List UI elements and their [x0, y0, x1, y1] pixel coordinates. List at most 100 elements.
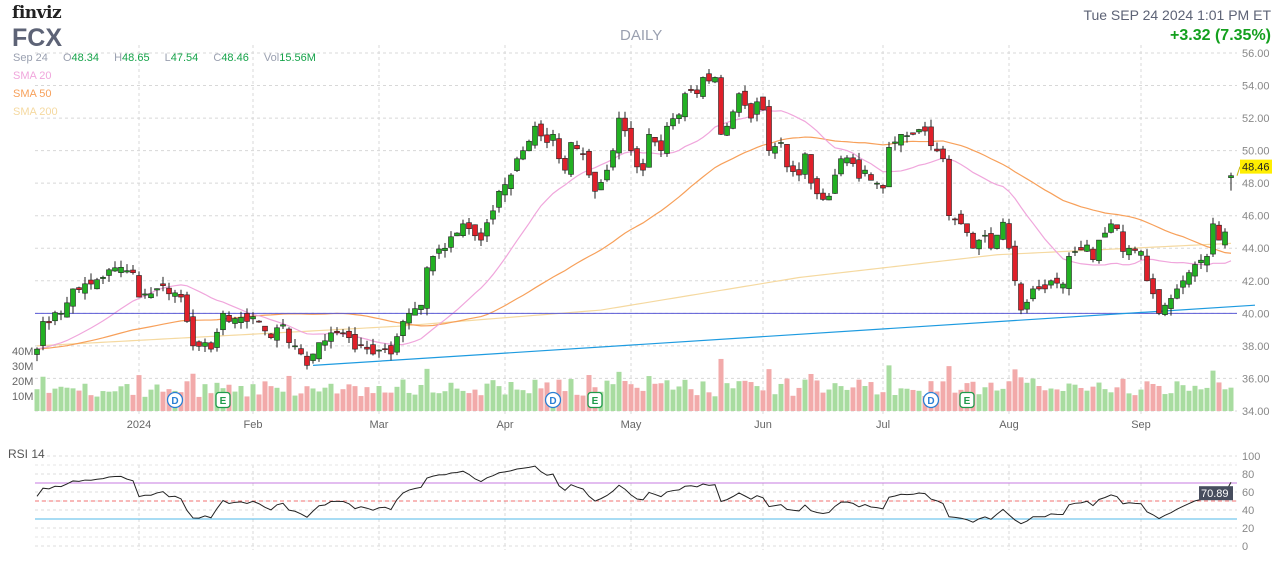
candle [454, 232, 460, 237]
volume-bar [520, 390, 526, 411]
candle [328, 326, 334, 349]
candle-body [190, 316, 196, 347]
candle-body [382, 348, 388, 351]
volume-bar [46, 392, 52, 411]
candle-body [430, 256, 436, 272]
price-tick-label: 40.00 [1242, 308, 1270, 320]
candle-body [292, 345, 298, 348]
candle [934, 142, 940, 153]
candle [868, 172, 874, 181]
volume-bar [844, 389, 850, 411]
volume-bar [1114, 387, 1120, 411]
candle-body [520, 150, 526, 160]
candle-body [922, 126, 928, 132]
candle-body [628, 127, 634, 151]
volume-bar [280, 391, 286, 411]
month-label: Aug [999, 419, 1019, 431]
event-letter: D [549, 396, 556, 407]
candle-body [664, 125, 670, 154]
volume-bar [88, 395, 94, 411]
volume-bar [52, 388, 58, 411]
volume-bar [766, 369, 772, 411]
candle-body [118, 267, 124, 273]
candle [562, 155, 568, 174]
earnings-marker[interactable]: E [215, 391, 231, 409]
candle [694, 85, 700, 98]
volume-bar [154, 384, 160, 411]
last-price-badge [1240, 159, 1272, 174]
volume-bar [772, 394, 778, 411]
volume-bar [502, 394, 508, 411]
candle-body [1162, 304, 1168, 315]
volume-bar [94, 396, 100, 411]
candle-body [286, 328, 292, 343]
candle-body [1120, 231, 1126, 252]
sma50-legend[interactable]: SMA 50 [13, 88, 52, 100]
earnings-marker[interactable]: E [587, 391, 603, 409]
volume-bar [490, 380, 496, 411]
candle [412, 301, 418, 316]
ticker-symbol: FCX [12, 24, 62, 52]
candle-body [106, 269, 112, 276]
volume-bar [124, 384, 130, 411]
candle-body [832, 174, 838, 194]
candle [832, 168, 838, 195]
volume-bar [850, 387, 856, 411]
candle [772, 142, 778, 159]
earnings-icon [959, 391, 975, 409]
dividend-marker[interactable]: D [166, 391, 184, 409]
volume-bar [112, 391, 118, 411]
volume-bar [1096, 382, 1102, 411]
candle [340, 329, 346, 337]
candle [700, 76, 706, 99]
volume-bar [40, 376, 46, 411]
volume-bar [886, 365, 892, 411]
dividend-marker[interactable]: D [922, 391, 940, 409]
candle-body [712, 77, 718, 83]
volume-bar [268, 386, 274, 411]
candle-body [178, 293, 184, 298]
candle [682, 91, 688, 122]
candle-body [976, 239, 982, 250]
candle-body [346, 330, 352, 339]
candle [1024, 299, 1030, 314]
candle [1066, 252, 1072, 296]
high-label: H [114, 52, 123, 64]
candle [622, 111, 628, 137]
candle-body [736, 93, 742, 113]
candle [898, 134, 904, 153]
volume-bar [340, 389, 346, 411]
candle [916, 128, 922, 135]
candle-body [844, 157, 850, 164]
candle [1186, 269, 1192, 288]
earnings-icon [587, 391, 603, 409]
candle [1018, 281, 1024, 315]
volume-bar [370, 393, 376, 411]
volume-bar [826, 389, 832, 411]
volume-bar [1060, 390, 1066, 411]
low-label: L [164, 52, 171, 64]
candle [964, 223, 970, 237]
volume-bar [1078, 387, 1084, 411]
sma20-legend[interactable]: SMA 20 [13, 70, 52, 82]
finviz-logo[interactable]: finviz [12, 3, 62, 23]
candle [1048, 279, 1054, 289]
candle [1078, 240, 1084, 251]
candle [1102, 227, 1108, 238]
candle [496, 189, 502, 213]
volume-bar [940, 381, 946, 411]
volume-bar [184, 381, 190, 411]
sma200-legend[interactable]: SMA 200 [13, 106, 58, 118]
candle-body [70, 288, 76, 307]
candle [586, 148, 592, 178]
volume-label: Vol [263, 52, 280, 64]
dividend-marker[interactable]: D [544, 391, 562, 409]
candle [850, 153, 856, 167]
candle [484, 219, 490, 243]
rsi-tick-label: 40 [1242, 505, 1254, 517]
earnings-marker[interactable]: E [959, 391, 975, 409]
event-letter: E [220, 396, 227, 407]
volume-bar [634, 387, 640, 411]
volume-bar [832, 383, 838, 411]
